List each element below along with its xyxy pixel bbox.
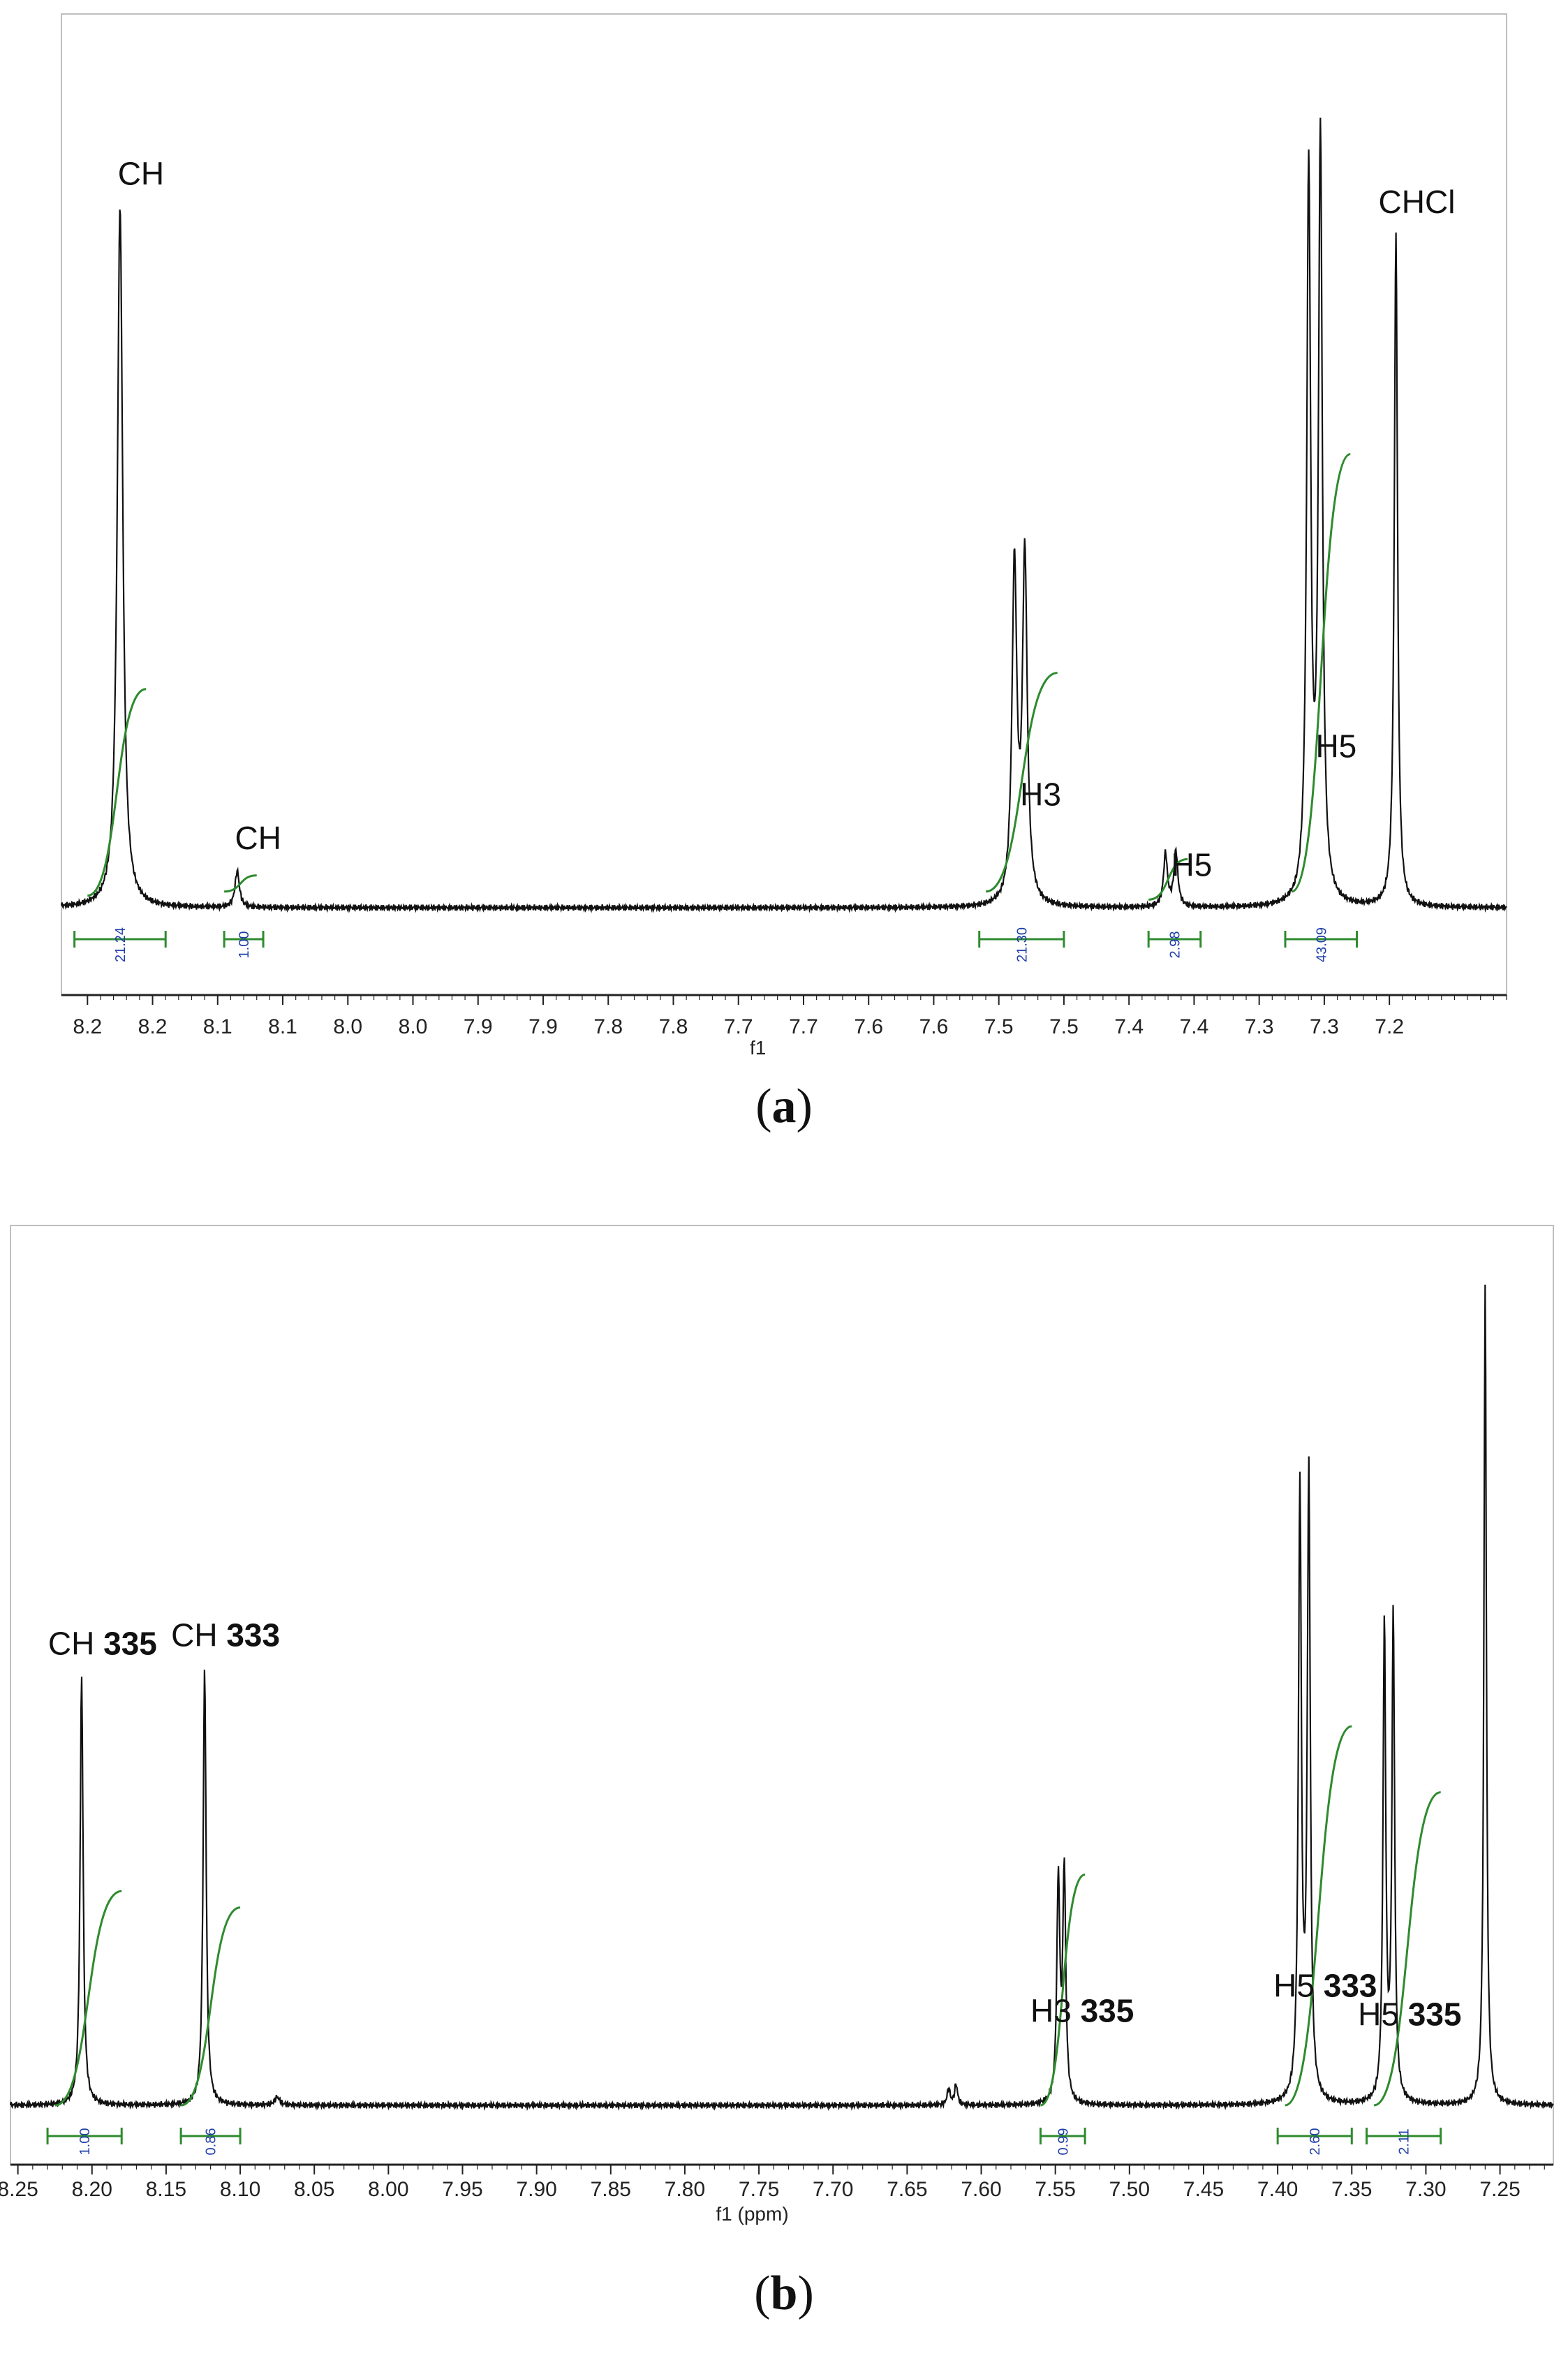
- x-tick-label: 8.15: [146, 2178, 186, 2201]
- peak-label-5: CHCl: [1379, 184, 1456, 220]
- x-tick-label: 8.2: [138, 1015, 168, 1038]
- x-tick-label: 8.05: [294, 2178, 334, 2201]
- x-axis-label: f1: [750, 1037, 766, 1059]
- x-tick-label: 7.80: [665, 2178, 705, 2201]
- plot-frame: [10, 1225, 1554, 2165]
- integral-marker-3: 2.60: [1276, 2128, 1353, 2156]
- integral-marker-1: 0.86: [179, 2128, 242, 2156]
- integral-value: 43.09: [1314, 927, 1329, 962]
- x-tick-label: 7.90: [516, 2178, 556, 2201]
- integral-value: 1.00: [77, 2128, 93, 2156]
- integral-marker-2: 0.99: [1039, 2128, 1086, 2156]
- x-tick-label: 7.9: [528, 1015, 558, 1038]
- x-tick-label: 7.55: [1035, 2178, 1075, 2201]
- integral-marker-4: 43.09: [1284, 927, 1359, 962]
- integral-value: 2.11: [1397, 2128, 1412, 2154]
- peak-label-3: H5: [1171, 847, 1212, 883]
- x-tick-label: 7.7: [724, 1015, 753, 1038]
- x-tick-label: 7.4: [1180, 1015, 1209, 1038]
- x-tick-label: 7.8: [593, 1015, 623, 1038]
- x-tick-label: 7.50: [1109, 2178, 1150, 2201]
- integral-marker-2: 21.30: [978, 927, 1065, 962]
- x-tick-label: 8.25: [0, 2178, 38, 2201]
- x-tick-label: 8.10: [220, 2178, 260, 2201]
- x-tick-label: 7.75: [739, 2178, 779, 2201]
- integral-value: 0.86: [204, 2128, 219, 2156]
- x-tick-label: 7.45: [1183, 2178, 1224, 2201]
- integral-curve-2: [985, 672, 1058, 893]
- x-tick-label: 7.95: [442, 2178, 482, 2201]
- x-tick-label: 8.0: [333, 1015, 362, 1038]
- spectrum-panel-a: 21.24 1.00 21.30 2.98 43.09 8.2 8.2 8.1 8.1 8.0 8.…: [0, 0, 1568, 1156]
- x-tick-label: 8.2: [73, 1015, 102, 1038]
- integral-curve-3: [1148, 857, 1188, 901]
- nmr-spectrum-chart-b: 1.00 0.86 0.99 2.60 2.11 8.25 8.20 8.15 8.10 8.05…: [0, 1225, 1554, 2225]
- x-tick-label: 8.1: [203, 1015, 232, 1038]
- integral-marker-4: 2.11: [1366, 2128, 1442, 2155]
- x-tick-label: 7.60: [961, 2178, 1001, 2201]
- integral-value: 1.00: [237, 932, 252, 959]
- x-tick-label: 7.35: [1331, 2178, 1372, 2201]
- peak-label-4: H5 335: [1358, 1996, 1461, 2032]
- x-tick-label: 8.0: [399, 1015, 428, 1038]
- x-tick-label: 7.30: [1405, 2178, 1446, 2201]
- caption-a: (a): [755, 1080, 813, 1133]
- spectrum-trace: [9, 1284, 1554, 2112]
- x-tick-label: 8.00: [368, 2178, 408, 2201]
- x-tick-label: 7.5: [1049, 1015, 1079, 1038]
- x-tick-label: 7.3: [1245, 1015, 1274, 1038]
- integral-value: 21.24: [113, 927, 128, 962]
- integral-marker-0: 1.00: [46, 2128, 123, 2156]
- x-tick-label: 7.9: [464, 1015, 493, 1038]
- integral-value: 2.60: [1308, 2128, 1323, 2156]
- x-tick-label: 7.85: [591, 2178, 631, 2201]
- integral-curve-1: [224, 874, 257, 893]
- integral-marker-1: 1.00: [223, 931, 265, 959]
- x-tick-label: 7.4: [1114, 1015, 1144, 1038]
- integral-value: 21.30: [1014, 927, 1030, 962]
- nmr-spectrum-chart-a: 21.24 1.00 21.30 2.98 43.09 8.2 8.2 8.1 8.1 8.0 8.…: [60, 13, 1507, 1059]
- x-tick-label: 7.3: [1310, 1015, 1339, 1038]
- integral-curve-1: [180, 1906, 241, 2107]
- x-tick-label: 7.7: [789, 1015, 818, 1038]
- integral-curve-4: [1373, 1791, 1442, 2107]
- x-tick-label: 7.8: [659, 1015, 688, 1038]
- integral-curve-3: [1285, 1725, 1352, 2107]
- x-tick-label: 7.6: [919, 1015, 949, 1038]
- peak-label-0: CH: [118, 156, 164, 192]
- caption-b: (b): [754, 2267, 814, 2320]
- x-tick-label: 7.2: [1375, 1015, 1404, 1038]
- x-tick-label: 7.6: [854, 1015, 883, 1038]
- spectrum-trace: [60, 117, 1507, 913]
- integral-curve-0: [54, 1890, 122, 2107]
- peak-label-4: H5: [1315, 728, 1356, 764]
- x-tick-label: 7.40: [1257, 2178, 1298, 2201]
- x-tick-label: 7.65: [887, 2178, 927, 2201]
- integral-value: 0.99: [1056, 2128, 1071, 2156]
- integral-curve-2: [1040, 1873, 1086, 2107]
- integral-curve-0: [87, 688, 147, 897]
- peak-label-2: H3 335: [1030, 1993, 1134, 2029]
- x-tick-label: 8.1: [268, 1015, 297, 1038]
- x-axis-label: f1 (ppm): [716, 2203, 788, 2225]
- x-tick-label: 8.20: [72, 2178, 112, 2201]
- x-tick-label: 7.5: [984, 1015, 1014, 1038]
- peak-label-0: CH 335: [48, 1625, 157, 1661]
- integral-value: 2.98: [1167, 932, 1183, 959]
- peak-label-2: H3: [1020, 776, 1061, 813]
- spectrum-panel-b: 1.00 0.86 0.99 2.60 2.11 8.25 8.20 8.15 8.10 8.05…: [0, 1156, 1568, 2356]
- x-tick-label: 7.25: [1479, 2178, 1520, 2201]
- x-tick-label: 7.70: [813, 2178, 853, 2201]
- integral-marker-0: 21.24: [73, 927, 167, 962]
- integral-curve-4: [1291, 452, 1351, 893]
- peak-label-1: CH 333: [171, 1617, 280, 1654]
- integral-marker-3: 2.98: [1147, 931, 1202, 959]
- peak-label-1: CH: [235, 820, 281, 856]
- peak-label-3: H5 333: [1273, 1967, 1377, 2003]
